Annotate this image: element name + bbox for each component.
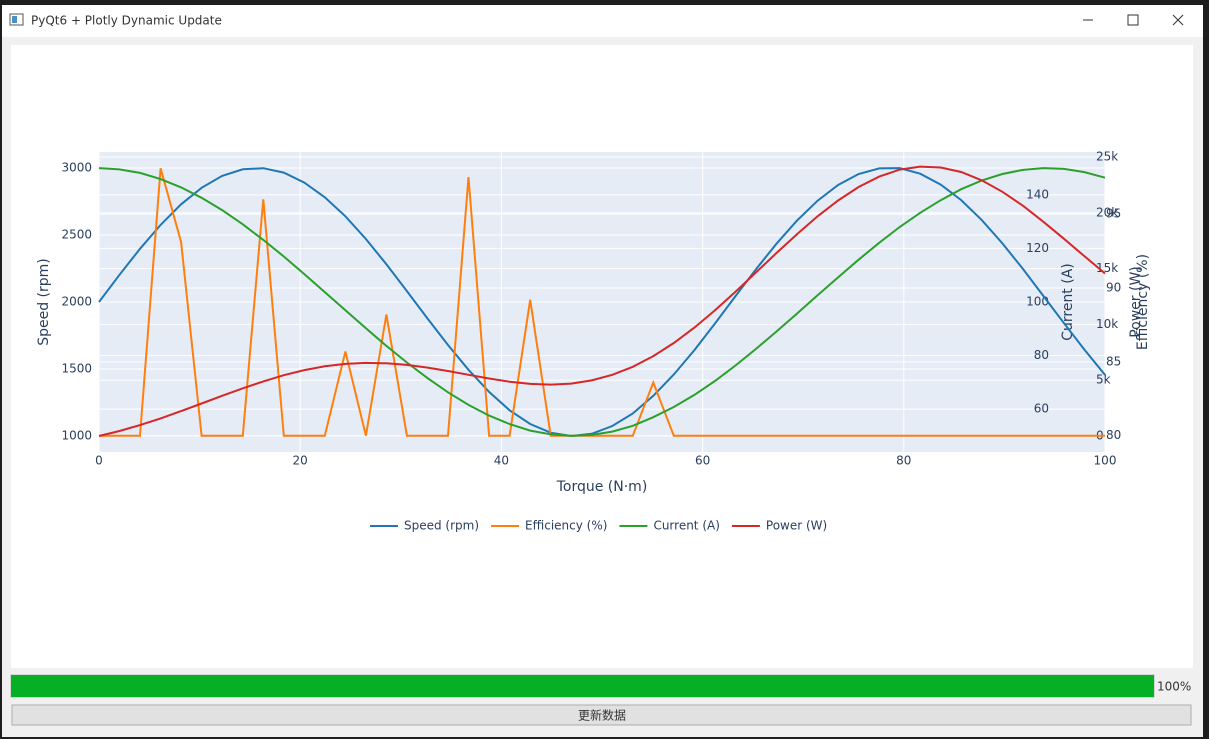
title-bar [2,5,1203,37]
chart: 0 20 40 60 80 100 1000 1500 2000 2500 3000 60 80 100 1… [36,150,1151,533]
app-icon [9,13,24,26]
legend-label: Power (W) [766,519,827,533]
legend-label: Speed (rpm) [404,519,479,533]
y-tick-label: 5k [1096,373,1111,387]
y-tick-label: 2000 [61,295,92,309]
y-tick-label: 120 [1026,241,1049,255]
y-tick-label: 80 [1034,348,1049,362]
x-tick-label: 20 [293,454,308,468]
y-tick-label: 140 [1026,187,1049,201]
y-tick-label: 100 [1026,295,1049,309]
series-line [98,165,1106,437]
y-tick-label: 20k [1096,205,1118,219]
series-line [98,167,1106,437]
y-axis-title: Efficiency (%) [1135,254,1151,350]
progress-bar [11,675,1154,697]
app-icon-inner [12,16,17,23]
y-tick-label: 60 [1034,402,1049,416]
y-axis-title: Power (W) [1128,266,1144,338]
close-button[interactable] [1172,14,1184,26]
maximize-button[interactable] [1127,14,1139,26]
x-tick-label: 80 [896,454,911,468]
legend-label: Current (A) [653,519,719,533]
y-tick-label: 80 [1106,428,1121,442]
y-tick-label: 25k [1096,150,1118,164]
y-axis-title: Current (A) [1060,263,1076,341]
y-tick-label: 10k [1096,317,1118,331]
update-button[interactable] [11,704,1192,726]
series-line [98,167,1106,438]
series-line [99,168,1105,437]
window-title: PyQt6 + Plotly Dynamic Update [31,14,222,28]
x-tick-label: 0 [95,454,103,468]
y-tick-label: 2500 [61,227,92,241]
x-tick-label: 40 [494,454,509,468]
update-button-label[interactable]: 更新数据 [578,708,626,723]
x-tick-label: 100 [1094,454,1117,468]
legend-label: Efficiency (%) [525,519,607,533]
y-tick-label: 90 [1106,280,1121,294]
progress-label: 100% [1157,680,1191,694]
x-tick-label: 60 [695,454,710,468]
y-tick-label: 3000 [61,160,92,174]
y-tick-label: 1000 [61,429,92,443]
y-axis-title: Speed (rpm) [36,258,52,346]
y-tick-label: 1500 [61,362,92,376]
x-axis-title: Torque (N·m) [556,479,648,495]
y-tick-label: 95 [1106,207,1121,221]
y-tick-label: 85 [1106,354,1121,368]
